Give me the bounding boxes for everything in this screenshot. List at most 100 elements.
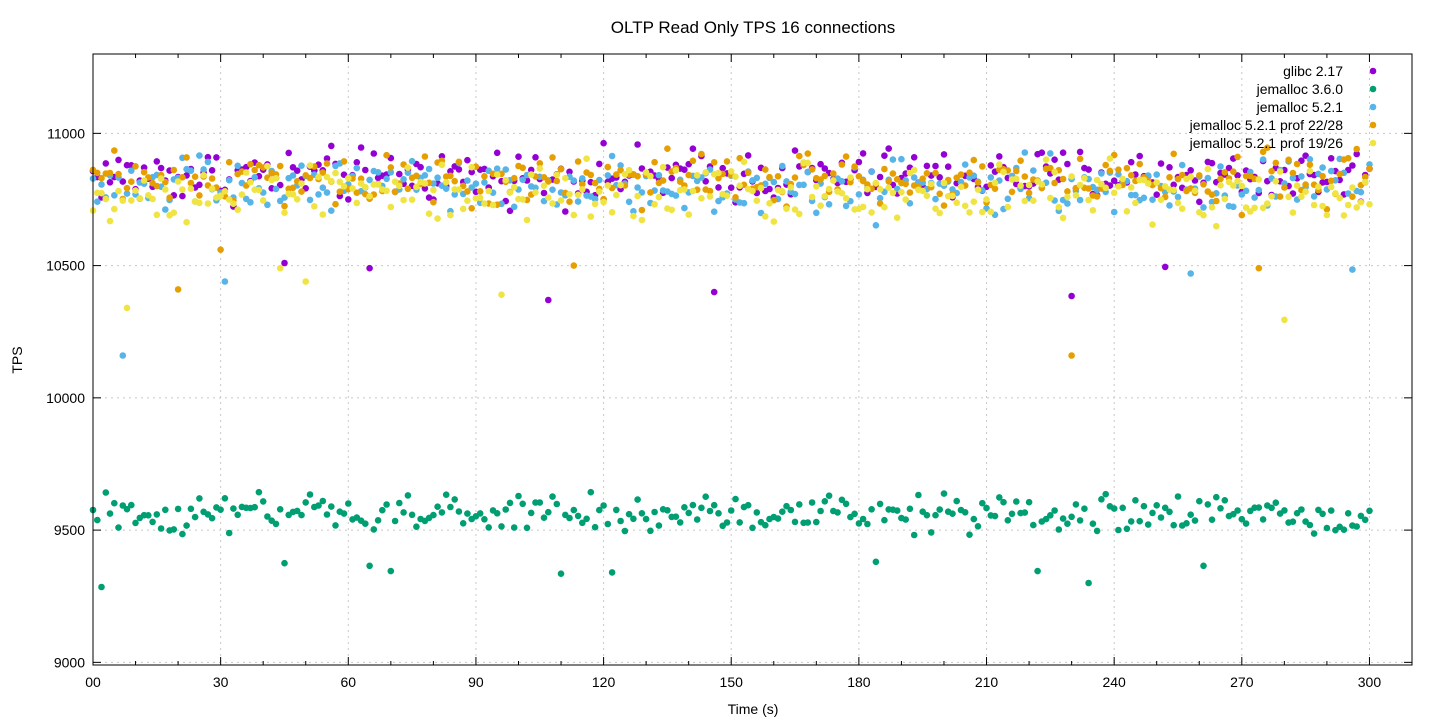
data-point bbox=[579, 175, 586, 182]
data-point bbox=[944, 163, 952, 170]
data-point bbox=[1357, 188, 1365, 196]
data-point bbox=[1068, 173, 1075, 180]
data-point bbox=[1085, 166, 1092, 173]
data-point bbox=[919, 175, 926, 182]
data-point bbox=[664, 507, 671, 514]
data-point bbox=[302, 278, 310, 285]
data-point bbox=[510, 524, 518, 531]
data-point bbox=[1051, 179, 1058, 187]
data-point bbox=[400, 176, 407, 183]
data-point bbox=[638, 206, 646, 214]
data-point bbox=[1106, 155, 1114, 162]
data-point bbox=[1030, 197, 1037, 204]
data-point bbox=[225, 529, 233, 537]
data-point bbox=[502, 166, 510, 173]
data-point bbox=[1038, 149, 1046, 156]
data-point bbox=[834, 509, 841, 516]
data-point bbox=[1242, 204, 1250, 211]
data-point bbox=[783, 205, 790, 212]
data-point bbox=[349, 185, 356, 192]
data-point bbox=[221, 495, 229, 502]
data-point bbox=[608, 209, 616, 216]
data-point bbox=[421, 185, 429, 192]
data-point bbox=[1230, 510, 1237, 518]
data-point bbox=[804, 519, 812, 526]
data-point bbox=[191, 513, 199, 521]
data-point bbox=[489, 201, 497, 209]
data-point bbox=[323, 189, 331, 196]
data-point bbox=[464, 177, 471, 184]
data-point bbox=[272, 520, 280, 528]
data-point bbox=[1068, 352, 1075, 359]
data-point bbox=[319, 169, 327, 176]
data-point bbox=[991, 512, 999, 520]
x-tick-label: 240 bbox=[1102, 674, 1126, 690]
data-point bbox=[974, 523, 982, 530]
data-point bbox=[842, 195, 850, 202]
data-point bbox=[340, 158, 348, 165]
data-point bbox=[1298, 173, 1305, 180]
data-point bbox=[1170, 150, 1177, 158]
data-point bbox=[979, 208, 986, 216]
data-point bbox=[119, 197, 127, 204]
data-point bbox=[715, 184, 722, 191]
data-point bbox=[145, 192, 152, 199]
data-point bbox=[774, 173, 782, 180]
data-point bbox=[323, 511, 331, 518]
data-point bbox=[953, 497, 960, 505]
data-point bbox=[1013, 167, 1020, 175]
data-point bbox=[727, 168, 735, 175]
data-point bbox=[647, 172, 654, 180]
data-point bbox=[1153, 171, 1160, 178]
data-point bbox=[1285, 193, 1292, 201]
data-point bbox=[859, 203, 867, 211]
data-point bbox=[493, 171, 501, 178]
data-point bbox=[855, 520, 863, 527]
data-point bbox=[340, 183, 348, 190]
data-point bbox=[736, 182, 743, 190]
data-point bbox=[1000, 498, 1007, 506]
data-point bbox=[1327, 183, 1335, 191]
data-point bbox=[902, 196, 909, 203]
data-point bbox=[566, 190, 573, 198]
data-point bbox=[1072, 192, 1080, 199]
data-point bbox=[128, 197, 135, 204]
data-point bbox=[340, 510, 348, 517]
data-point bbox=[162, 206, 169, 213]
data-point bbox=[987, 208, 995, 216]
data-point bbox=[1289, 174, 1297, 182]
data-point bbox=[1170, 521, 1177, 529]
data-point bbox=[1110, 189, 1118, 197]
data-point bbox=[821, 165, 829, 172]
data-point bbox=[715, 510, 722, 517]
data-point bbox=[315, 502, 322, 509]
data-point bbox=[689, 157, 697, 165]
data-point bbox=[1281, 316, 1288, 324]
data-point bbox=[408, 196, 416, 203]
data-point bbox=[1183, 520, 1190, 527]
x-tick-label: 150 bbox=[720, 674, 744, 690]
legend: glibc 2.17 jemalloc 3.6.0 jemalloc 5.2.1 je… bbox=[1189, 63, 1377, 151]
data-point bbox=[545, 194, 552, 201]
data-point bbox=[638, 165, 646, 172]
data-point bbox=[302, 499, 310, 506]
data-point bbox=[1323, 524, 1331, 532]
data-point bbox=[1025, 498, 1033, 506]
data-point bbox=[727, 184, 735, 191]
data-point bbox=[621, 527, 629, 535]
data-point bbox=[604, 172, 612, 179]
data-point bbox=[923, 511, 931, 519]
data-point bbox=[1238, 191, 1246, 198]
data-point bbox=[149, 195, 156, 203]
data-point bbox=[510, 174, 518, 182]
data-point bbox=[1127, 518, 1135, 525]
data-point bbox=[353, 199, 361, 207]
data-point bbox=[600, 502, 607, 509]
data-point bbox=[813, 518, 820, 526]
data-point bbox=[153, 182, 161, 190]
data-point bbox=[1217, 505, 1224, 512]
data-point bbox=[430, 198, 437, 206]
data-point bbox=[851, 510, 858, 518]
x-tick-label: 120 bbox=[592, 674, 616, 690]
series-4 bbox=[89, 155, 1373, 324]
